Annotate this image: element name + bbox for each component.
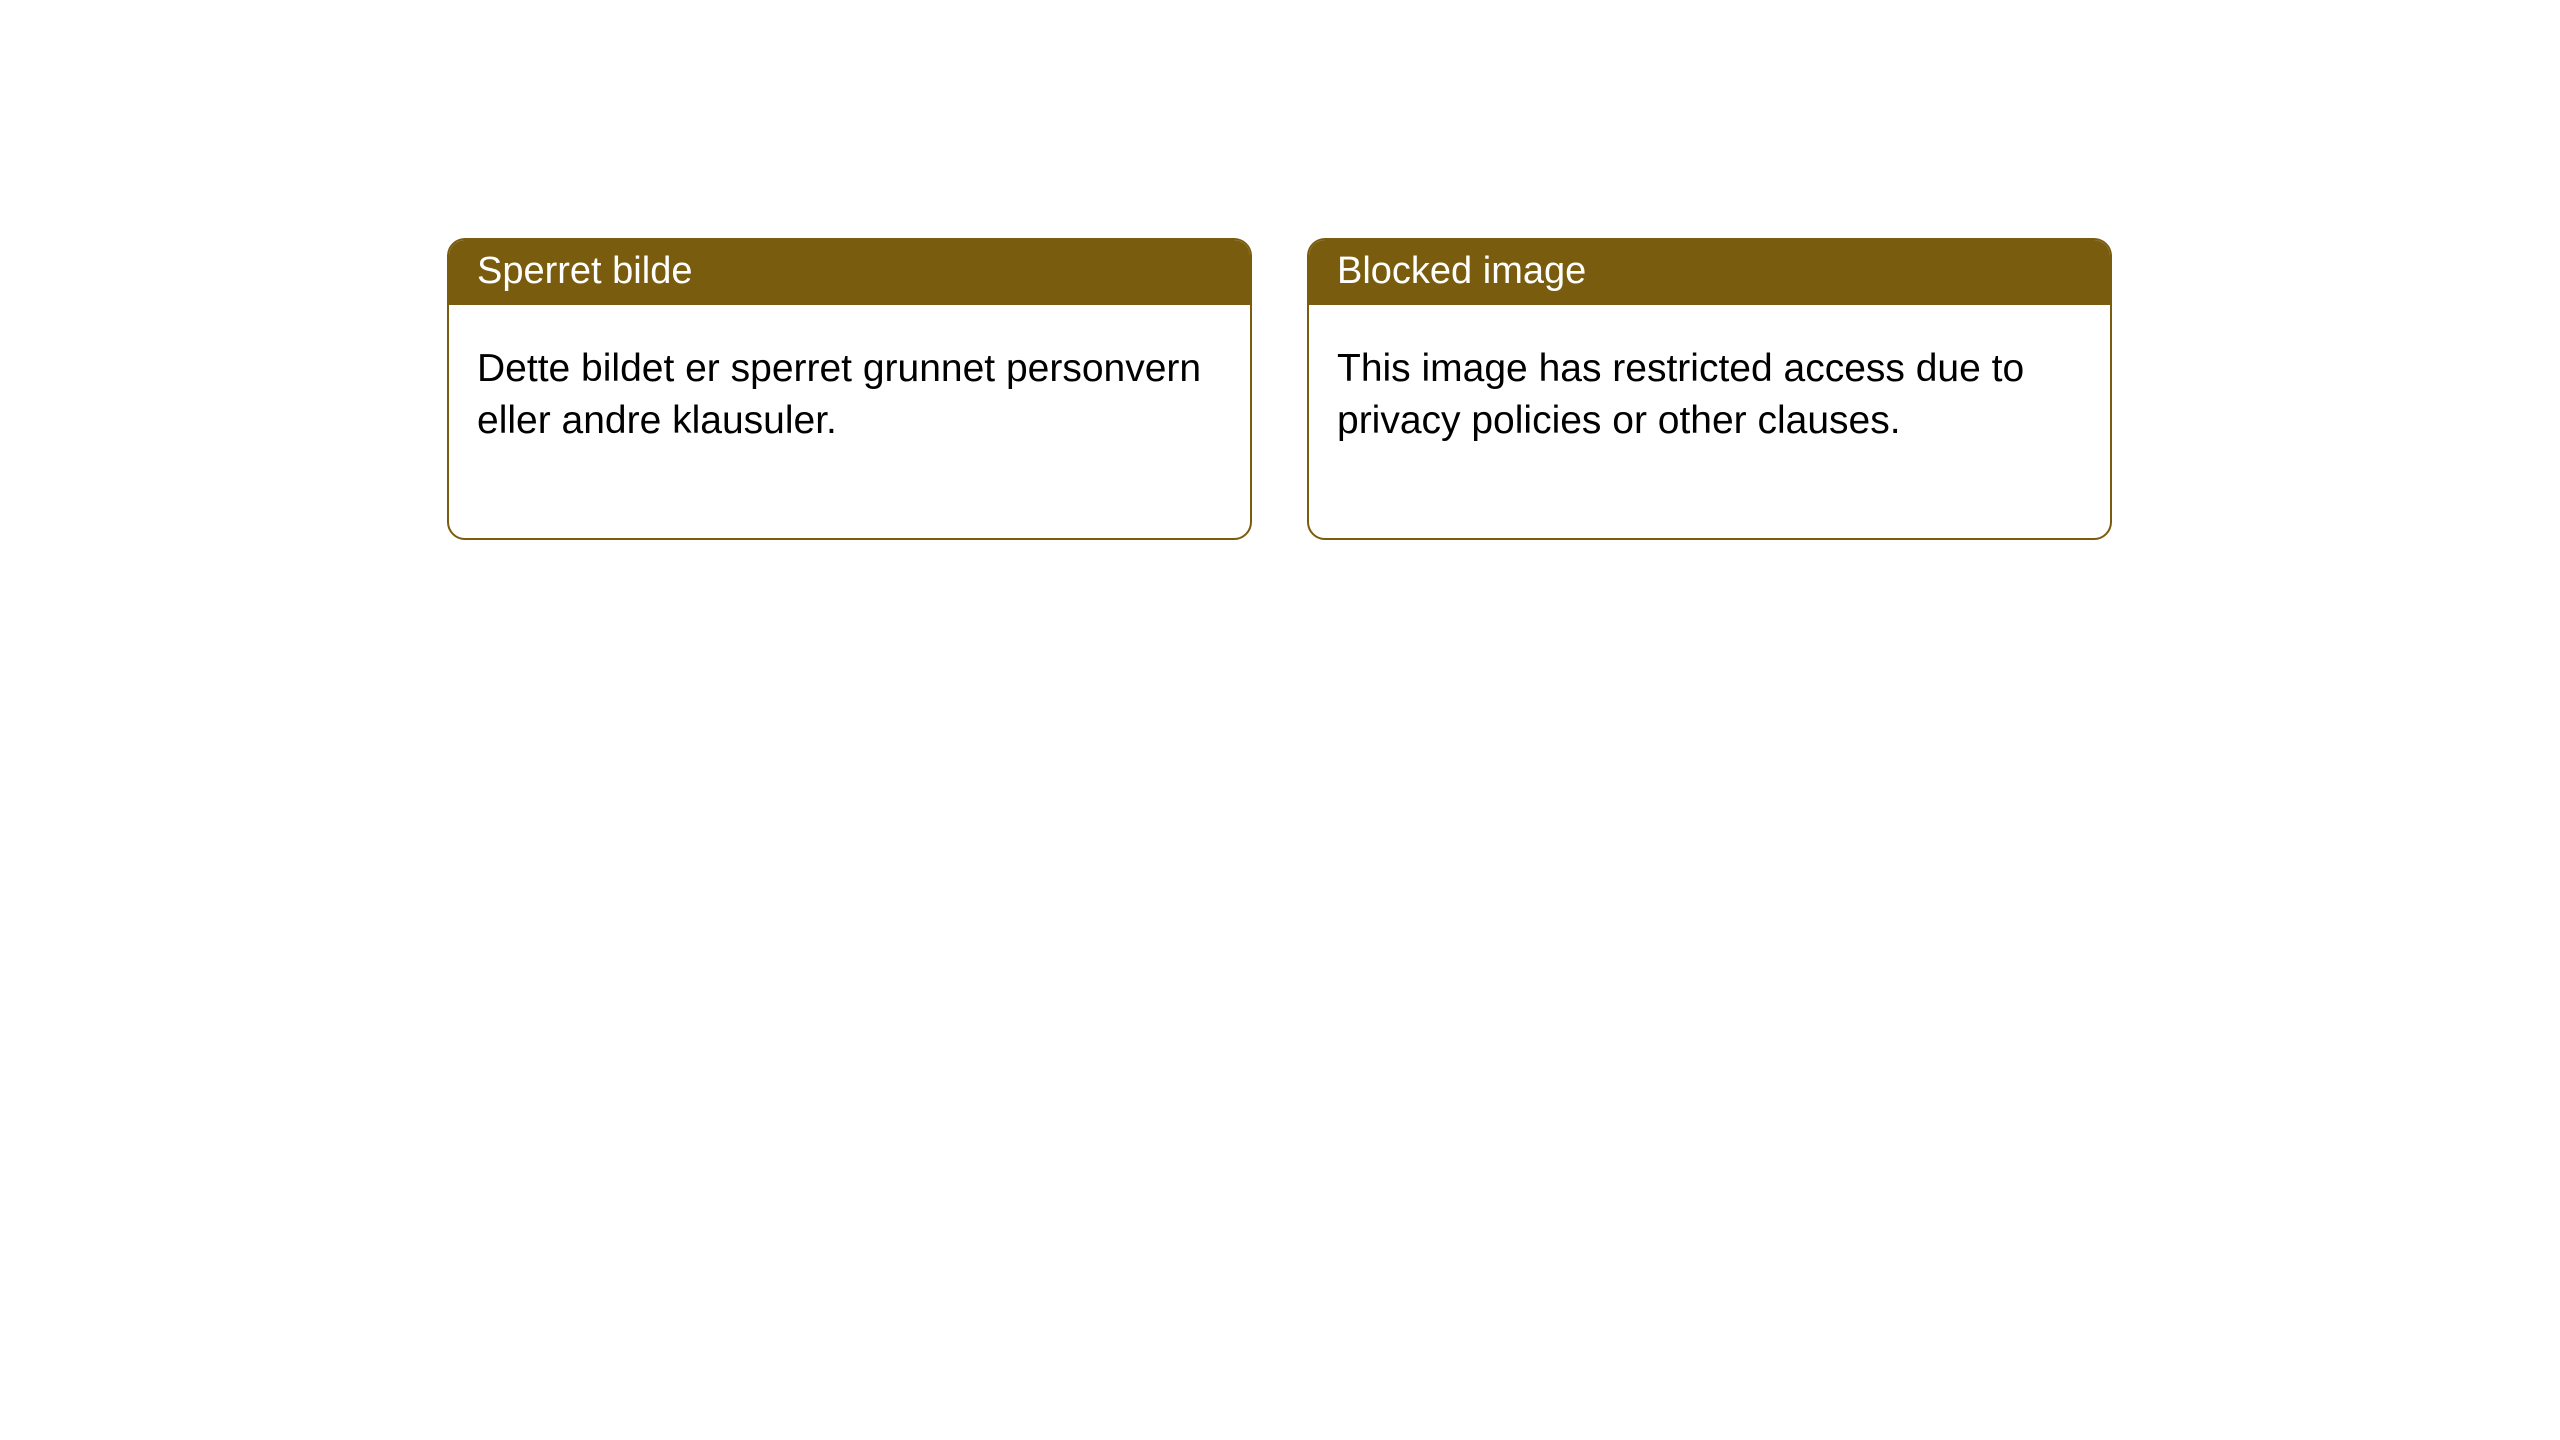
notice-header-norwegian: Sperret bilde [449,240,1250,305]
notice-body-english: This image has restricted access due to … [1309,305,2110,538]
notice-container: Sperret bilde Dette bildet er sperret gr… [0,0,2560,540]
notice-body-norwegian: Dette bildet er sperret grunnet personve… [449,305,1250,538]
notice-card-english: Blocked image This image has restricted … [1307,238,2112,540]
notice-header-english: Blocked image [1309,240,2110,305]
notice-card-norwegian: Sperret bilde Dette bildet er sperret gr… [447,238,1252,540]
